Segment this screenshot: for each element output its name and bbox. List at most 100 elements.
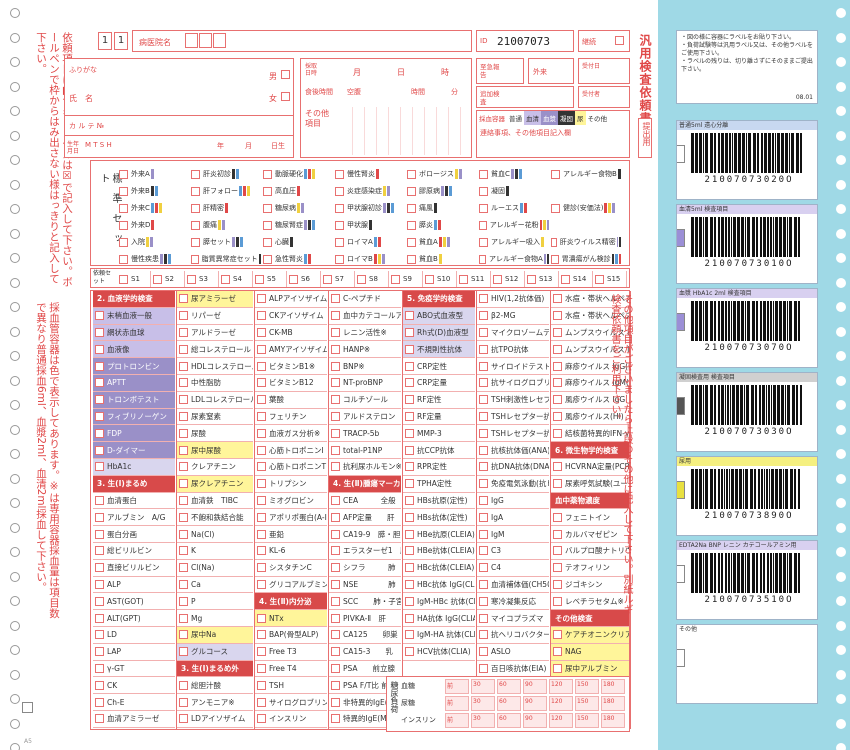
test-item-checkbox[interactable]: [179, 714, 188, 724]
test-item[interactable]: IgM-HBc 抗体(CLIA): [403, 593, 475, 611]
test-item[interactable]: FDP: [93, 425, 175, 443]
test-item[interactable]: 水痘・帯状ヘルペスウイルス IgG(EIA): [551, 291, 629, 308]
std-set-checkbox[interactable]: [551, 203, 560, 213]
specimen-serum[interactable]: 血清: [524, 111, 541, 125]
test-item[interactable]: CA125 卵巣: [329, 627, 401, 644]
glucose-time-cell[interactable]: 180: [601, 696, 625, 711]
test-item-checkbox[interactable]: [553, 512, 562, 522]
test-item-checkbox[interactable]: [95, 596, 104, 606]
test-item-checkbox[interactable]: [331, 663, 340, 673]
test-item[interactable]: BAP(骨型ALP): [255, 627, 327, 644]
test-item-checkbox[interactable]: [179, 445, 188, 455]
std-set-item[interactable]: 肝精密: [191, 199, 261, 217]
std-set-item[interactable]: 胃潰瘍がん検診: [551, 250, 621, 268]
glucose-time-cell[interactable]: 前: [445, 696, 469, 711]
custom-set-checkbox[interactable]: [119, 274, 128, 284]
std-set-checkbox[interactable]: [407, 254, 416, 264]
custom-set-checkbox[interactable]: [561, 274, 570, 284]
test-item-checkbox[interactable]: [405, 630, 414, 640]
custom-set-1[interactable]: S1: [117, 271, 151, 287]
test-item-checkbox[interactable]: [479, 647, 488, 657]
std-set-checkbox[interactable]: [335, 186, 344, 196]
test-item[interactable]: Ch-E: [93, 694, 175, 711]
test-item-checkbox[interactable]: [479, 613, 488, 623]
test-item[interactable]: CRP定量: [403, 375, 475, 392]
std-set-checkbox[interactable]: [479, 254, 486, 264]
test-item-checkbox[interactable]: [405, 479, 414, 489]
test-item-checkbox[interactable]: [331, 613, 340, 623]
test-item-checkbox[interactable]: [179, 462, 188, 472]
custom-set-13[interactable]: S13: [525, 271, 559, 287]
test-item-checkbox[interactable]: [95, 428, 104, 438]
test-item[interactable]: 血清蛋白: [93, 493, 175, 510]
test-item[interactable]: Mg: [177, 610, 253, 627]
test-item[interactable]: IgG: [477, 493, 549, 510]
test-item[interactable]: Free T3: [255, 644, 327, 661]
std-set-checkbox[interactable]: [263, 254, 272, 264]
test-item[interactable]: 血液ガス分析※: [255, 425, 327, 443]
std-set-item[interactable]: 痛風: [407, 199, 477, 217]
test-item[interactable]: HBs抗体(定性): [403, 509, 475, 527]
specimen-label-3[interactable]: 血漿 HbA1c 2ml 検査項目 21007073070O: [676, 288, 818, 368]
test-item[interactable]: HCVRNA定量(PCR)※: [551, 459, 629, 476]
test-item-checkbox[interactable]: [479, 529, 488, 539]
sex-female-checkbox[interactable]: [281, 92, 290, 101]
test-item-checkbox[interactable]: [553, 361, 562, 371]
glucose-time-cell[interactable]: 120: [549, 679, 573, 694]
test-item-checkbox[interactable]: [331, 495, 340, 505]
test-item[interactable]: 百日咳抗体(EIA): [477, 661, 549, 678]
test-item[interactable]: グリコアルブミン: [255, 577, 327, 594]
patient-name-input[interactable]: [105, 83, 265, 111]
test-item-checkbox[interactable]: [331, 378, 340, 388]
test-item[interactable]: 尿クレアチニン: [177, 475, 253, 493]
std-set-checkbox[interactable]: [119, 169, 128, 179]
specimen-label-2[interactable]: 血清5ml 検査項目 21007073010O: [676, 204, 818, 284]
custom-set-4[interactable]: S4: [219, 271, 253, 287]
test-item[interactable]: カルバマゼピン: [551, 526, 629, 543]
test-item-checkbox[interactable]: [95, 714, 104, 724]
test-item-checkbox[interactable]: [95, 512, 104, 522]
std-set-item[interactable]: ロイマA: [335, 233, 405, 251]
std-set-checkbox[interactable]: [407, 169, 416, 179]
test-item-checkbox[interactable]: [553, 411, 562, 421]
test-item-checkbox[interactable]: [95, 311, 104, 321]
test-item[interactable]: HIV(1,2抗体価): [477, 291, 549, 308]
test-item-checkbox[interactable]: [179, 680, 188, 690]
urgent-box[interactable]: 至急報告: [476, 58, 524, 84]
std-set-item[interactable]: ルーエス: [479, 199, 549, 217]
custom-set-11[interactable]: S11: [457, 271, 491, 287]
test-item[interactable]: ムンプスウイルス IgG(EIA): [551, 325, 629, 342]
test-item-checkbox[interactable]: [479, 563, 488, 573]
karte-input[interactable]: [125, 117, 285, 133]
std-set-checkbox[interactable]: [407, 186, 416, 196]
std-set-item[interactable]: アレルギー食物A: [479, 250, 549, 268]
test-item-checkbox[interactable]: [257, 361, 266, 371]
test-item[interactable]: NTx: [255, 610, 327, 627]
custom-set-9[interactable]: S9: [389, 271, 423, 287]
test-item-checkbox[interactable]: [479, 546, 488, 556]
std-set-checkbox[interactable]: [551, 169, 560, 179]
test-item[interactable]: RPR定性: [403, 459, 475, 476]
std-set-item[interactable]: ボロージス: [407, 165, 477, 183]
std-set-item[interactable]: 心臓: [263, 233, 333, 251]
test-item[interactable]: CA15-3 乳: [329, 644, 401, 661]
custom-set-checkbox[interactable]: [153, 274, 162, 284]
test-item-checkbox[interactable]: [257, 495, 266, 505]
test-item[interactable]: 尿中アルブミン: [551, 660, 629, 678]
test-item-checkbox[interactable]: [179, 327, 188, 337]
std-set-checkbox[interactable]: [479, 220, 487, 230]
test-item-checkbox[interactable]: [95, 378, 104, 388]
std-set-checkbox[interactable]: [263, 220, 272, 230]
test-item[interactable]: 免疫電気泳動(抗ヒト全血清): [477, 476, 549, 493]
test-item[interactable]: シフラ 肺: [329, 560, 401, 577]
test-item[interactable]: アルドラーゼ: [177, 325, 253, 342]
test-item[interactable]: ビタミンB1※: [255, 358, 327, 375]
std-set-checkbox[interactable]: [191, 254, 199, 264]
receiver-box[interactable]: 受付者: [578, 86, 630, 108]
test-item[interactable]: シスタチンC: [255, 560, 327, 577]
glucose-time-cell[interactable]: 90: [523, 696, 547, 711]
test-item[interactable]: ミオグロビン: [255, 493, 327, 510]
era-s[interactable]: S: [99, 141, 105, 149]
test-item[interactable]: トリプシン: [255, 476, 327, 493]
test-item[interactable]: 尿アミラーゼ: [177, 291, 253, 308]
